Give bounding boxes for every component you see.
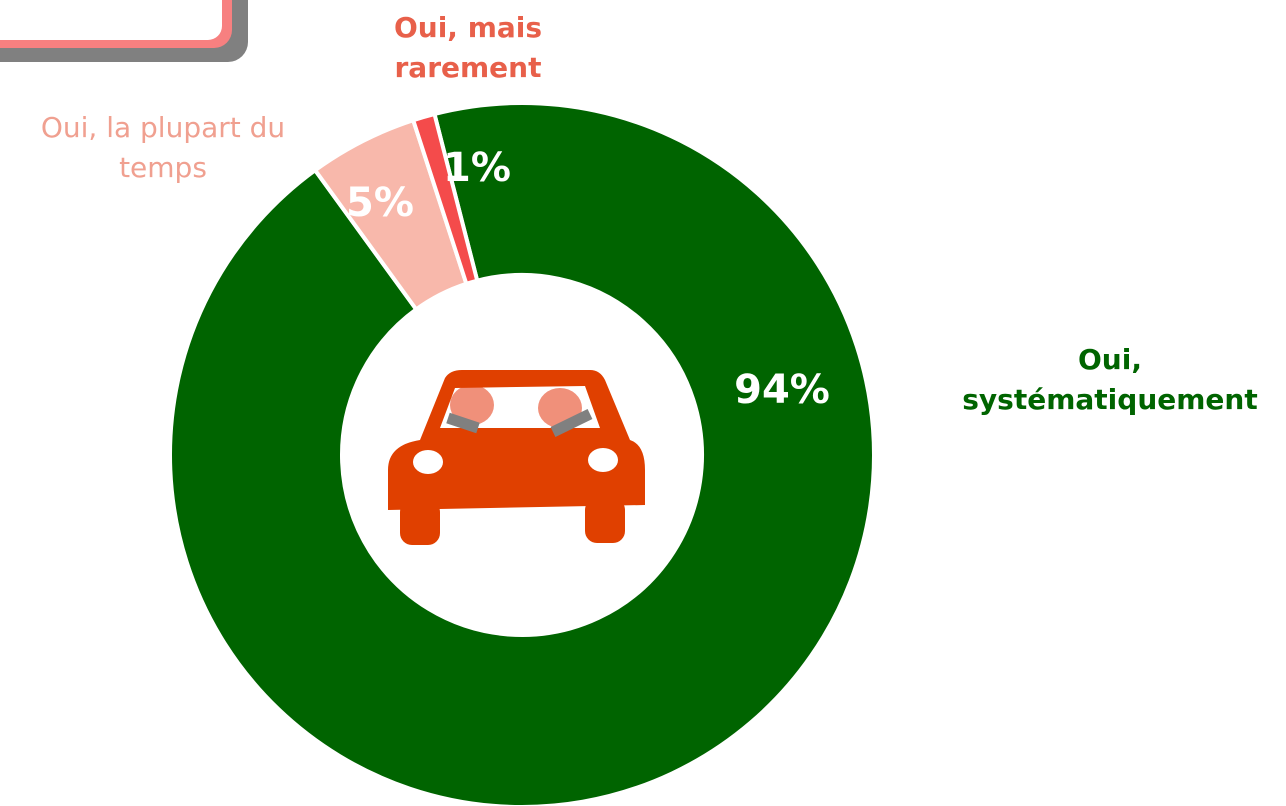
value-label: 5% xyxy=(346,180,414,226)
slices xyxy=(168,101,876,806)
value-label: 1% xyxy=(443,145,511,191)
value-label: 94% xyxy=(734,367,830,413)
car-icon xyxy=(388,370,645,545)
corner-box xyxy=(0,0,248,62)
category-label: Oui, la plupart du temps xyxy=(40,111,286,184)
category-label: Oui, mais rarement xyxy=(393,11,543,84)
slice xyxy=(410,111,480,287)
slice xyxy=(168,101,876,806)
category-label: Oui, systématiquement xyxy=(962,343,1258,416)
